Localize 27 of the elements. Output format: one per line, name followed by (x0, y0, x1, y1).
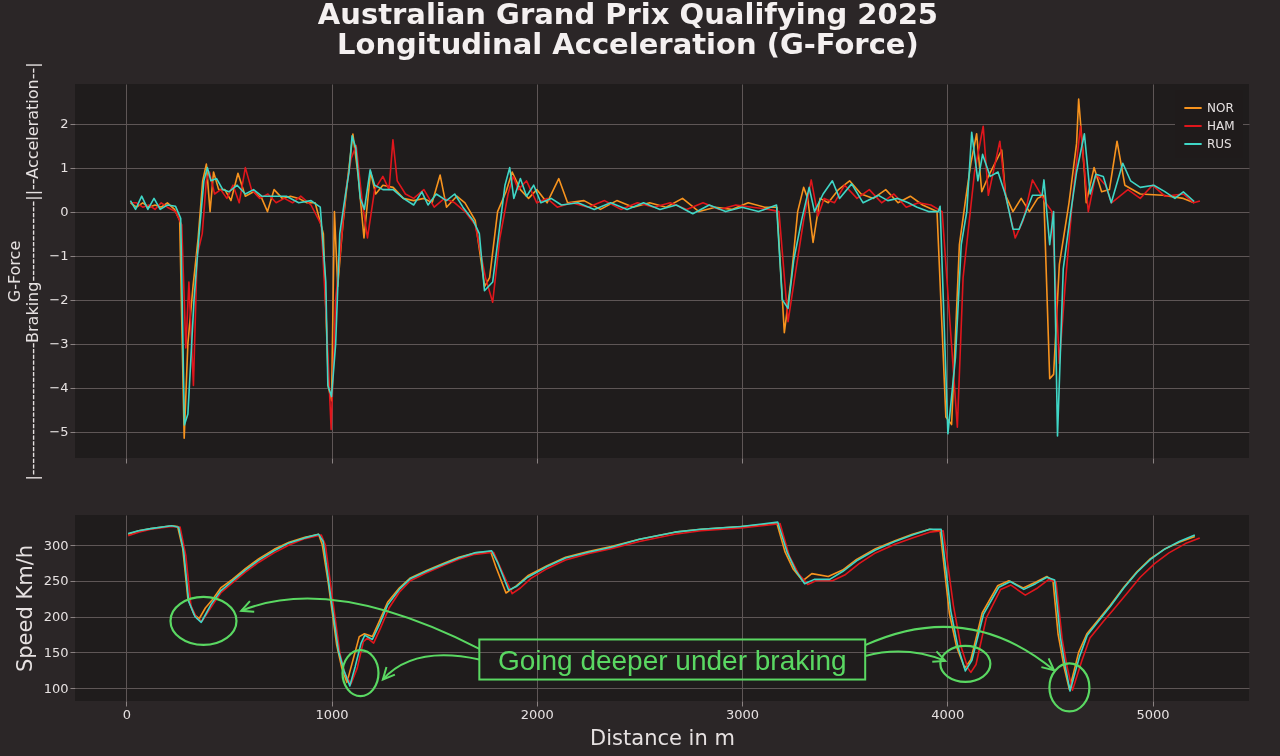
y-tick-label: −2 (49, 292, 69, 308)
y-axis-title: Speed Km/h (12, 544, 37, 673)
y-tick-label: −3 (49, 336, 69, 352)
x-tick-label: 2000 (520, 706, 554, 722)
x-tick-label: 1000 (315, 706, 349, 722)
y-tick-label: 250 (43, 573, 69, 589)
y-tick-label: 2 (60, 116, 69, 132)
legend-label: HAM (1207, 119, 1235, 133)
legend-label: RUS (1207, 137, 1232, 151)
y-tick-label: 200 (43, 609, 69, 625)
y-tick-label: −4 (49, 380, 69, 396)
annotation: Going deeper under braking (497, 644, 847, 676)
x-tick-label: 3000 (726, 706, 760, 722)
y-tick-label: 150 (43, 644, 69, 660)
x-axis-title: Distance in m (590, 725, 735, 750)
y-tick-label: 100 (43, 680, 69, 696)
x-tick-label: 0 (122, 706, 131, 722)
y-tick-label: 300 (43, 537, 69, 553)
legend-label: NOR (1207, 101, 1234, 115)
y-tick-label: −5 (49, 424, 69, 440)
x-tick-label: 5000 (1136, 706, 1170, 722)
y-tick-label: 1 (60, 160, 69, 176)
y-axis-title: G-Force |-----------------------Braking--------------||--Acceleration--| (5, 62, 43, 481)
x-tick-label: 4000 (931, 706, 965, 722)
chart-title: Australian Grand Prix Qualifying 2025 (317, 0, 939, 31)
y-tick-label: 0 (60, 204, 69, 220)
y-tick-label: −1 (49, 248, 69, 264)
